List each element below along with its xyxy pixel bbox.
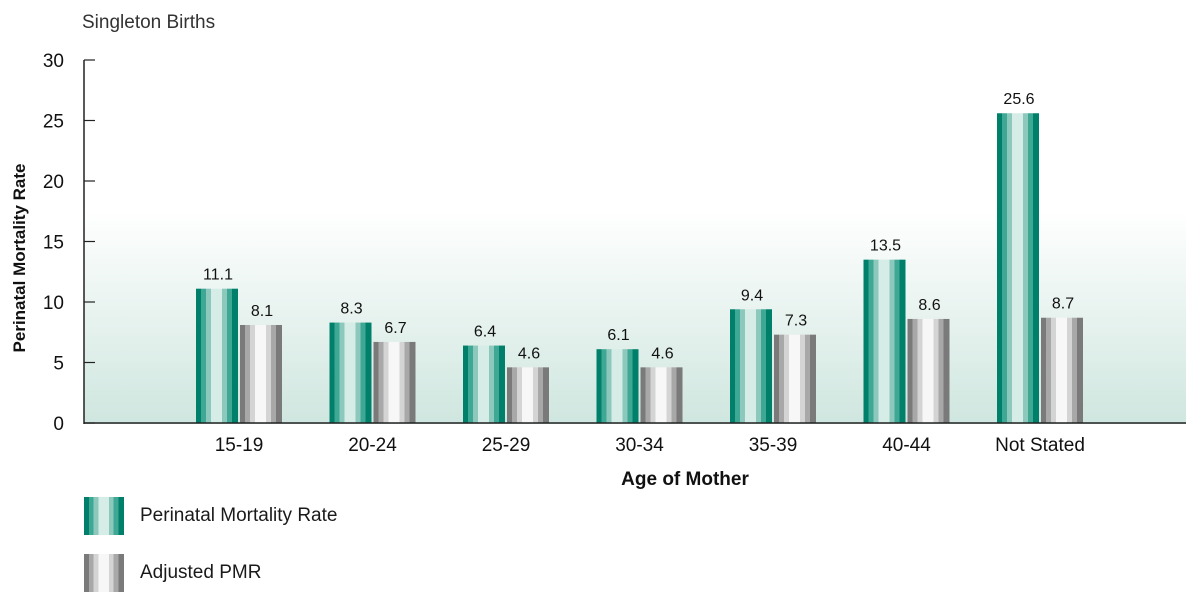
data-label: 11.1 [203,267,233,284]
y-tick-label: 10 [43,293,64,314]
axes-group: 0 5 10 15 20 25 30 15-19 20-24 25-29 30-34 35-39 40-… [43,51,1186,456]
x-tick-label: 40-44 [882,435,931,456]
y-axis-title: Perinatal Mortality Rate [10,164,29,353]
data-label: 6.7 [384,320,406,337]
bar-adjusted [907,318,950,423]
y-tick-label: 15 [43,233,64,254]
x-tick-label: 25-29 [482,435,531,456]
bar-adjusted [1041,317,1083,423]
bar-adjusted [240,324,282,423]
data-label: 6.4 [474,324,496,341]
bar-adjusted [507,367,549,423]
data-label: 8.3 [340,301,362,318]
legend-item-adjusted: Adjusted PMR [84,554,261,592]
legend-swatch-grey [84,554,124,592]
y-tick-label: 0 [53,414,64,435]
bar-pmr [196,288,238,423]
bar-pmr [463,345,505,423]
data-label: 4.6 [518,345,540,362]
x-tick-label: 35-39 [749,435,798,456]
legend-label-pmr: Perinatal Mortality Rate [140,505,338,526]
data-label: 7.3 [785,313,807,330]
bar-adjusted [640,367,683,423]
data-label: 6.1 [607,327,629,344]
data-label: 9.4 [741,287,763,304]
bars-group: 11.1 8.1 8.3 6.7 6.4 4.6 6.1 4.6 9.4 7.3 13.5 8.6 25… [196,91,1083,424]
x-axis-title: Age of Mother [621,469,749,490]
bar-pmr [596,349,639,423]
bar-adjusted [373,341,416,423]
legend-swatch-teal [84,497,124,535]
data-label: 8.7 [1052,296,1074,313]
y-tick-label: 25 [43,112,64,133]
bar-adjusted [774,334,816,423]
x-tick-label: 15-19 [215,435,264,456]
bar-pmr [730,309,772,423]
data-label: 13.5 [870,238,901,255]
bar-pmr [329,322,372,423]
data-label: 8.1 [251,303,273,320]
y-tick-label: 5 [53,354,64,375]
data-label: 4.6 [651,345,673,362]
x-tick-label: Not Stated [995,435,1085,456]
bar-pmr [863,259,906,423]
x-tick-label: 30-34 [615,435,664,456]
data-label: 25.6 [1003,91,1034,108]
legend-label-adjusted: Adjusted PMR [140,562,262,583]
bar-pmr [997,113,1039,424]
chart-subtitle: Singleton Births [82,12,216,33]
y-tick-label: 30 [43,51,64,72]
y-tick-label: 20 [43,172,64,193]
legend-item-pmr: Perinatal Mortality Rate [84,497,337,535]
data-label: 8.6 [918,297,940,314]
x-tick-label: 20-24 [348,435,397,456]
